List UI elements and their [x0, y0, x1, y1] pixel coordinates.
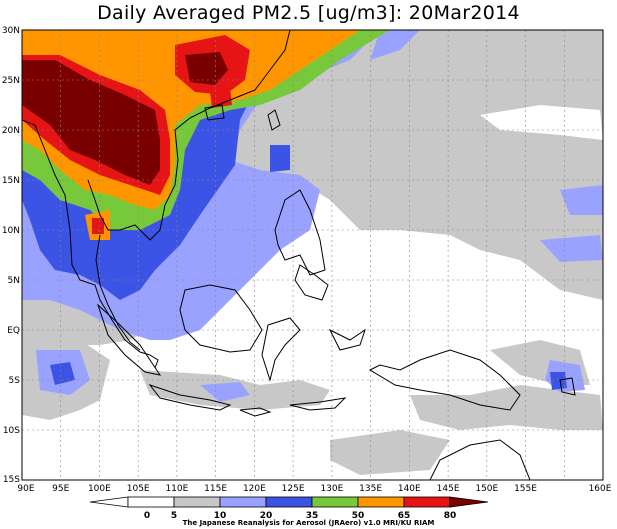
lon-label: 150E	[475, 484, 498, 494]
map-title: Daily Averaged PM2.5 [ug/m3]: 20Mar2014	[97, 2, 520, 24]
longitude-labels: 90E 95E 100E 105E 110E 115E 120E 125E 13…	[17, 484, 611, 494]
colorbar-segment	[403, 496, 451, 508]
colorbar-left-arrow	[89, 496, 129, 508]
colorbar-right-arrow	[449, 496, 489, 508]
lon-label: 130E	[320, 484, 343, 494]
colorbar-tick: 50	[352, 511, 365, 521]
credit-line: The Japanese Reanalysis for Aerosol (JRA…	[182, 519, 435, 527]
colorbar-segment	[357, 496, 405, 508]
lon-label: 155E	[514, 484, 537, 494]
lat-label: 5S	[9, 376, 21, 386]
coastlines	[22, 30, 576, 480]
colorbar-segment	[311, 496, 359, 508]
colorbar-tick: 5	[171, 511, 177, 521]
colorbar-tick: 65	[398, 511, 411, 521]
colorbar-segment	[173, 496, 221, 508]
lat-label: 25N	[2, 76, 20, 86]
colorbar-tick: 35	[306, 511, 319, 521]
colorbar-segment	[219, 496, 267, 508]
lon-label: 110E	[165, 484, 188, 494]
colorbar-tick: 20	[260, 511, 273, 521]
lon-label: 95E	[52, 484, 69, 494]
colorbar-segment	[127, 496, 175, 508]
colorbar-segment	[265, 496, 313, 508]
lon-label: 145E	[437, 484, 460, 494]
lat-label: 5N	[8, 276, 20, 286]
latitude-labels: 30N 25N 20N 15N 10N 5N EQ 5S 10S 15S	[2, 26, 20, 485]
colorbar	[89, 496, 489, 508]
lon-label: 100E	[88, 484, 111, 494]
lat-label: 10N	[2, 226, 20, 236]
colorbar-tick: 0	[144, 511, 150, 521]
lat-label: 10S	[3, 426, 20, 436]
lon-label: 90E	[17, 484, 34, 494]
lon-label: 135E	[359, 484, 382, 494]
concentration-field	[22, 30, 603, 480]
map-frame	[21, 29, 604, 481]
lon-label: 120E	[243, 484, 266, 494]
lon-label: 115E	[204, 484, 227, 494]
colorbar-ticks: 0 5 10 20 35 50 65 80	[144, 511, 456, 521]
colorbar-tick: 80	[444, 511, 457, 521]
lat-label: EQ	[7, 326, 20, 336]
colorbar-tick: 10	[214, 511, 227, 521]
lat-label: 15N	[2, 176, 20, 186]
pm25-band-over-80	[22, 60, 160, 185]
lat-label: 15S	[3, 475, 20, 485]
lat-label: 30N	[2, 26, 20, 36]
lon-label: 160E	[589, 484, 612, 494]
lon-label: 105E	[127, 484, 150, 494]
lon-label: 140E	[398, 484, 421, 494]
lon-label: 125E	[282, 484, 305, 494]
lat-label: 20N	[2, 126, 20, 136]
